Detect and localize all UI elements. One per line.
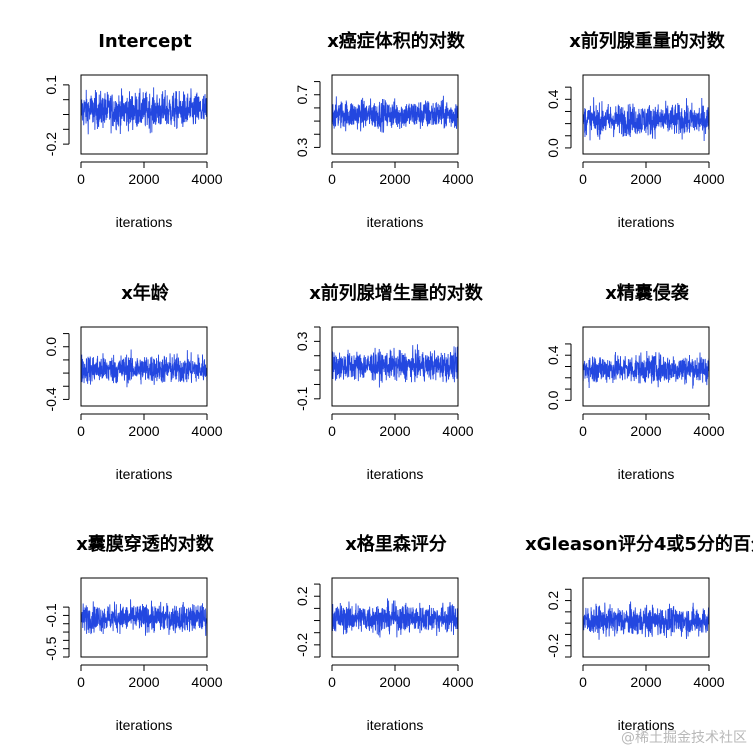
x-axis-label: iterations <box>618 214 675 230</box>
x-tick-label: 4000 <box>442 171 473 187</box>
trace-panel-6: x精囊侵袭 0 2000 4000 iterations 0.0 0.4 <box>545 282 725 482</box>
plot-frame <box>80 577 208 658</box>
y-tick-label: 0.3 <box>294 137 310 157</box>
x-axis-label: iterations <box>367 466 424 482</box>
y-tick-label: 0.4 <box>545 89 561 109</box>
x-tick-label: 0 <box>328 423 336 439</box>
y-tick-label: 0.0 <box>43 337 59 357</box>
panel-title: Intercept <box>98 31 192 52</box>
trace-line <box>331 598 459 638</box>
trace-panel-1: Intercept 0 2000 4000 iterations -0.2 0.1 <box>43 31 223 230</box>
plot-frame <box>331 577 459 658</box>
y-tick-label: -0.2 <box>43 132 59 156</box>
x-tick-label: 4000 <box>693 674 724 690</box>
x-tick-label: 2000 <box>630 423 661 439</box>
x-tick-label: 4000 <box>191 171 222 187</box>
x-tick-label: 2000 <box>128 674 159 690</box>
trace-line <box>582 97 710 142</box>
panel-title: x精囊侵袭 <box>605 282 690 304</box>
x-tick-label: 0 <box>77 674 85 690</box>
plot-frame <box>582 577 710 658</box>
plot-frame <box>331 74 459 155</box>
panel-title: x年龄 <box>121 282 170 304</box>
y-tick-label: 0.0 <box>545 138 561 158</box>
x-tick-label: 4000 <box>693 423 724 439</box>
x-axis-label: iterations <box>367 717 424 733</box>
y-tick-label: -0.2 <box>545 633 561 657</box>
x-tick-label: 0 <box>77 423 85 439</box>
x-axis-label: iterations <box>116 717 173 733</box>
y-tick-label: -0.1 <box>294 387 310 411</box>
trace-line <box>80 87 208 135</box>
x-tick-label: 2000 <box>128 171 159 187</box>
trace-panel-3: x前列腺重量的对数 0 2000 4000 iterations 0.0 0.4 <box>545 30 726 230</box>
x-axis-label: iterations <box>116 214 173 230</box>
trace-line <box>80 599 208 636</box>
y-tick-label: -0.5 <box>43 636 59 660</box>
plot-frame <box>582 74 710 155</box>
x-tick-label: 0 <box>77 171 85 187</box>
x-tick-label: 2000 <box>630 674 661 690</box>
x-tick-label: 0 <box>579 674 587 690</box>
panel-title: x前列腺增生量的对数 <box>309 282 484 304</box>
y-tick-label: 0.4 <box>545 345 561 365</box>
panel-title: x格里森评分 <box>345 533 447 555</box>
x-tick-label: 4000 <box>693 171 724 187</box>
trace-panel-8: x格里森评分 0 2000 4000 iterations -0.2 0.2 <box>294 533 474 733</box>
x-tick-label: 0 <box>579 423 587 439</box>
panel-title: x囊膜穿透的对数 <box>76 533 215 555</box>
plot-frame <box>582 326 710 407</box>
trace-panel-2: x癌症体积的对数 0 2000 4000 iterations 0.3 0.7 <box>294 30 474 230</box>
x-tick-label: 0 <box>579 171 587 187</box>
x-tick-label: 2000 <box>379 171 410 187</box>
y-tick-label: 0.2 <box>294 586 310 606</box>
x-tick-label: 2000 <box>379 423 410 439</box>
x-axis-label: iterations <box>116 466 173 482</box>
x-axis-label: iterations <box>618 466 675 482</box>
trace-panel-7: x囊膜穿透的对数 0 2000 4000 iterations -0.5 -0.1 <box>43 533 223 733</box>
panel-title: x癌症体积的对数 <box>327 30 466 52</box>
plot-frame <box>80 74 208 155</box>
x-tick-label: 0 <box>328 674 336 690</box>
x-axis-label: iterations <box>618 717 675 733</box>
trace-panel-4: x年龄 0 2000 4000 iterations -0.4 0.0 <box>43 282 223 482</box>
trace-line <box>582 350 710 389</box>
panel-title: xGleason评分4或5分的百分 <box>525 533 753 555</box>
x-tick-label: 4000 <box>191 423 222 439</box>
x-tick-label: 4000 <box>442 423 473 439</box>
trace-panel-5: x前列腺增生量的对数 0 2000 4000 iterations -0.1 0.3 <box>294 282 484 482</box>
x-axis-label: iterations <box>367 214 424 230</box>
y-tick-label: 0.2 <box>545 591 561 611</box>
trace-line <box>331 344 459 388</box>
x-tick-label: 0 <box>328 171 336 187</box>
y-tick-label: 0.1 <box>43 75 59 95</box>
plot-frame <box>331 326 459 407</box>
watermark: @稀土掘金技术社区 <box>621 730 747 746</box>
plot-frame <box>80 326 208 407</box>
trace-line <box>582 601 710 640</box>
y-tick-label: -0.4 <box>43 387 59 411</box>
y-tick-label: 0.3 <box>294 331 310 351</box>
x-tick-label: 2000 <box>630 171 661 187</box>
trace-panel-9: xGleason评分4或5分的百分 0 2000 4000 iterations -0.2… <box>525 533 753 733</box>
x-tick-label: 4000 <box>191 674 222 690</box>
trace-line <box>80 349 208 388</box>
x-tick-label: 2000 <box>379 674 410 690</box>
trace-line <box>331 95 459 133</box>
y-tick-label: 0.0 <box>545 390 561 410</box>
y-tick-label: 0.7 <box>294 85 310 105</box>
x-tick-label: 4000 <box>442 674 473 690</box>
x-tick-label: 2000 <box>128 423 159 439</box>
y-tick-label: -0.1 <box>43 603 59 627</box>
panel-title: x前列腺重量的对数 <box>569 30 726 52</box>
y-tick-label: -0.2 <box>294 633 310 657</box>
